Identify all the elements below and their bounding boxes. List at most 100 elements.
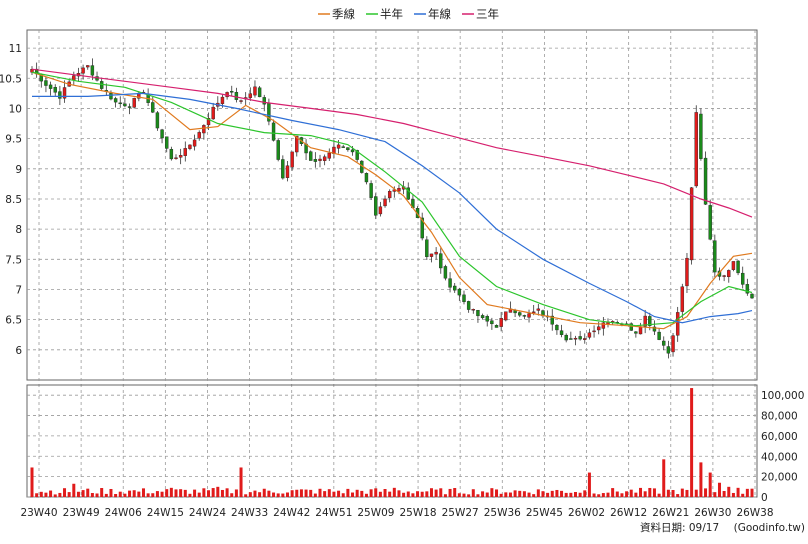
x-tick-7: 24W51 (315, 507, 352, 519)
candle-body (675, 312, 680, 336)
volume-bar (374, 488, 378, 497)
volume-bar (351, 492, 355, 497)
volume-bar (508, 492, 512, 497)
candle-body (309, 151, 313, 161)
volume-bar (522, 491, 526, 497)
legend-label-3: 三年 (476, 7, 499, 21)
chart-legend: 季線 半年 年線 三年 (318, 7, 499, 21)
candle-body (285, 165, 290, 178)
ma-line-2 (32, 92, 753, 324)
candle-body (151, 102, 155, 113)
volume-bar (601, 493, 605, 497)
volume-bar (63, 488, 67, 497)
volume-bar (207, 490, 211, 497)
candle-body (271, 122, 276, 141)
candle-body (327, 152, 331, 159)
candle-body (741, 272, 745, 285)
volume-bar (355, 489, 359, 497)
volume-bar (313, 493, 317, 497)
volume-panel-frame (26, 384, 758, 498)
volume-bar (639, 487, 643, 497)
volume-bar (625, 491, 629, 497)
legend-label-1: 半年 (380, 7, 403, 21)
volume-bar (560, 490, 564, 497)
candle-body (518, 312, 522, 316)
candle-body (169, 149, 174, 160)
volume-bar (671, 489, 675, 497)
volume-bars (30, 388, 754, 497)
candle-body (480, 315, 485, 319)
candle-body (536, 308, 541, 311)
volume-bar (434, 489, 438, 497)
candle-body (248, 93, 253, 98)
x-tick-5: 24W33 (231, 507, 268, 519)
candle-body (420, 217, 424, 239)
volume-bar (86, 488, 90, 497)
price-grid (26, 29, 758, 497)
volume-bar (230, 493, 234, 497)
volume-bar (690, 388, 694, 497)
candle-body (387, 190, 392, 199)
candle-body (183, 148, 187, 156)
volume-bar (244, 494, 248, 497)
price-tick-5: 8.5 (5, 194, 22, 206)
volume-bar (118, 491, 122, 497)
volume-bar (193, 489, 197, 497)
price-axis: 6 6.5 7 7.5 8 8.5 9 9.5 10 10.5 11 (0, 43, 22, 357)
x-tick-4: 24W24 (189, 507, 226, 519)
candle-body (155, 112, 160, 129)
volume-bar (615, 491, 619, 497)
candle-body (90, 65, 95, 76)
volume-tick-1: 80,000 (761, 411, 798, 423)
volume-bar (225, 488, 229, 497)
candle-body (638, 326, 643, 335)
volume-tick-4: 20,000 (761, 472, 798, 484)
candle-body (750, 293, 754, 299)
volume-bar (220, 489, 224, 497)
price-tick-1: 6.5 (5, 315, 22, 327)
volume-bar (364, 493, 368, 497)
volume-bar (248, 492, 252, 497)
candle-body (457, 288, 462, 296)
candle-body (587, 332, 592, 338)
volume-bar (578, 492, 582, 497)
candle-body (350, 149, 355, 153)
candle-body (44, 80, 48, 86)
volume-bar (388, 491, 392, 497)
volume-bar (708, 472, 712, 497)
volume-bar (550, 490, 554, 497)
volume-bar (555, 489, 559, 497)
candle-body (118, 102, 122, 105)
volume-bar (657, 493, 661, 497)
x-tick-10: 25W27 (442, 507, 479, 519)
volume-bar (416, 491, 420, 497)
price-tick-0: 6 (15, 345, 22, 357)
volume-bar (750, 488, 754, 497)
volume-bar (276, 493, 280, 497)
volume-bar (332, 491, 336, 497)
candle-body (476, 309, 480, 317)
candle-body (206, 117, 211, 126)
volume-bar (95, 493, 99, 497)
candle-body (666, 346, 671, 354)
candle-body (527, 313, 531, 318)
volume-bar (439, 488, 443, 497)
candle-body (573, 337, 578, 340)
candle-body (188, 144, 192, 149)
candle-body (555, 325, 559, 331)
candle-body (132, 98, 136, 108)
ma-line-1 (31, 71, 753, 327)
candle-body (453, 285, 457, 291)
candle-body (276, 140, 280, 160)
candle-body (708, 205, 712, 240)
volume-bar (100, 488, 104, 497)
volume-bar (443, 494, 447, 497)
candle-body (369, 183, 373, 198)
candle-body (578, 336, 582, 340)
candle-body (113, 98, 118, 103)
candle-body (657, 331, 661, 340)
price-tick-4: 8 (15, 224, 22, 236)
candle-body (490, 320, 494, 325)
